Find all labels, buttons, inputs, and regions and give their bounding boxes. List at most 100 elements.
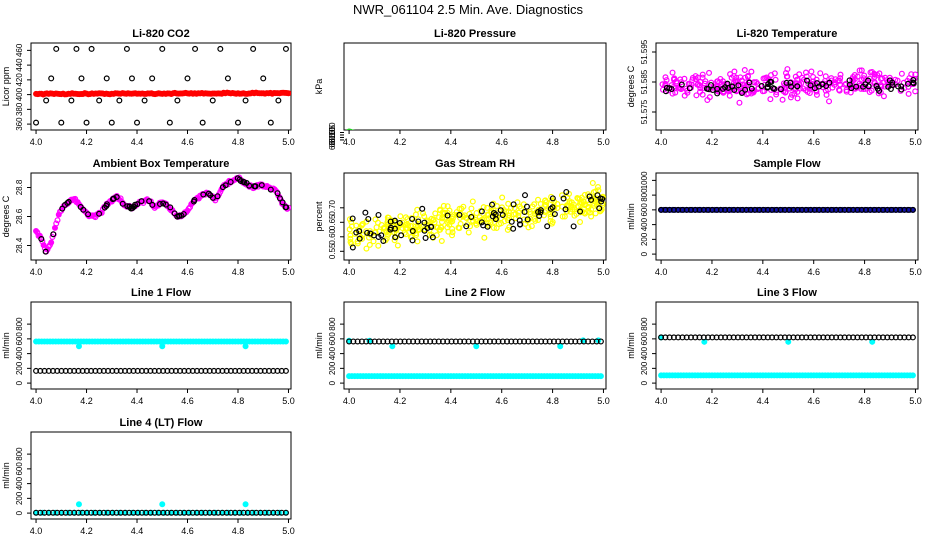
data-point [362,209,369,216]
data-point [171,210,178,217]
data-point [569,206,576,213]
data-point [275,97,282,104]
data-point [409,138,414,143]
data-point [584,138,589,143]
data-point [437,134,442,139]
data-point [384,136,389,141]
x-tick-label: 4.0 [655,267,668,277]
plot-frame [655,172,919,261]
data-point [463,133,468,138]
data-point [595,184,602,191]
data-point [75,343,82,350]
data-point [460,133,465,138]
data-point [591,138,596,143]
data-point [459,133,464,138]
data-point [471,133,476,138]
chart-title: Line 1 Flow [131,287,191,299]
data-point [378,232,385,239]
data-point [101,204,108,211]
data-point [662,88,669,95]
data-point [434,224,441,231]
data-point [796,71,803,78]
data-point [509,137,514,142]
data-point [741,66,748,73]
data-point [77,204,84,211]
data-point [461,212,468,219]
data-point [479,134,484,139]
data-point [731,68,738,75]
data-point [480,222,487,229]
data-point [368,134,373,139]
data-point [50,231,57,238]
y-tick-label: 28.6 [15,208,24,224]
data-point [551,211,558,218]
data-point [537,137,542,142]
data-point [513,137,518,142]
data-point [671,75,678,82]
data-point [192,45,199,52]
data-point [848,85,855,92]
data-point [42,248,49,255]
plot-frame [343,301,607,390]
y-tick-label: 0 [15,380,24,385]
y-axis-label: ml/min [1,332,11,359]
data-point [481,134,486,139]
data-point [731,86,738,93]
data-point [461,133,466,138]
data-point [588,138,593,143]
data-point [487,135,492,140]
data-point [385,137,390,142]
data-point [673,79,680,86]
x-tick-label: 4.2 [706,396,719,406]
y-tick-label: 600 [15,332,24,346]
data-point [560,136,565,141]
data-point [362,133,367,138]
data-point [597,208,604,215]
data-point [572,136,577,141]
data-point [436,134,441,139]
data-point [714,85,721,92]
x-tick-label: 5.0 [282,396,295,406]
y-tick-label: 0.65 [328,214,337,230]
y-axis-label: ml/min [1,462,11,489]
x-tick-label: 4.0 [655,137,668,147]
data-point [465,133,470,138]
data-point [48,75,55,82]
data-point [354,131,359,136]
data-point [250,45,257,52]
x-tick-label: 4.8 [232,137,245,147]
data-point [364,229,371,236]
data-point [819,81,826,88]
data-point [436,214,443,221]
data-point [267,119,274,126]
data-point [365,215,372,222]
data-point [560,195,567,202]
data-point [576,137,581,142]
data-point [726,92,733,99]
data-point [227,178,234,185]
data-point [424,135,429,140]
y-tick-label: 0.70 [328,199,337,215]
data-point [375,135,380,140]
data-point [357,132,362,137]
data-point [380,238,387,245]
data-point [387,218,394,225]
x-tick-label: 4.4 [445,137,458,147]
data-point [409,237,416,244]
data-point [492,216,499,223]
data-point [702,78,709,85]
data-point [701,80,708,87]
data-point [895,83,902,90]
data-point [562,206,569,213]
data-point [242,343,249,350]
data-point [464,133,469,138]
data-point [594,192,601,199]
data-point [779,96,786,103]
data-point [392,234,399,241]
data-point [783,79,790,86]
data-point [175,213,182,220]
data-point [410,138,415,143]
chart-title: Line 2 Flow [445,287,505,299]
data-point [439,215,446,222]
x-tick-label: 4.0 [30,267,43,277]
